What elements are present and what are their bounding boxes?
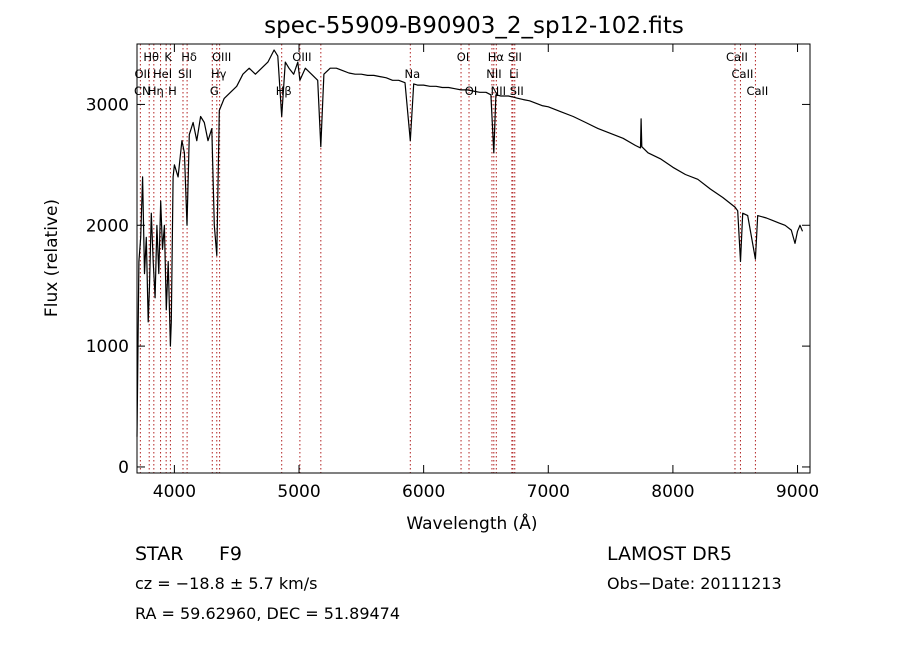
line-label-3: OII xyxy=(134,67,150,81)
x-tick-label-4: 8000 xyxy=(651,482,694,502)
y-tick-label-2: 2000 xyxy=(86,216,129,236)
coordinates: RA = 59.62960, DEC = 51.89474 xyxy=(135,604,400,623)
line-label-20: SII xyxy=(508,50,522,64)
y-axis-label: Flux (relative) xyxy=(42,199,62,317)
line-label-22: SII xyxy=(510,84,524,98)
x-tick-label-5: 9000 xyxy=(776,482,819,502)
x-tick-label-3: 7000 xyxy=(527,482,570,502)
x-axis-label: Wavelength (Å) xyxy=(406,512,537,534)
y-tick-label-3: 3000 xyxy=(86,95,129,115)
spectrum-series xyxy=(136,49,804,437)
line-label-14: Na xyxy=(404,67,420,81)
line-label-5: SII xyxy=(178,67,192,81)
y-tick-label-0: 0 xyxy=(118,458,129,478)
line-label-7: Hη xyxy=(148,84,164,98)
line-label-8: H xyxy=(168,84,177,98)
axis-ticks: 4000 5000 6000 7000 8000 9000 0 1000 2000 3000 xyxy=(86,44,819,502)
x-tick-label-0: 4000 xyxy=(153,482,196,502)
line-label-2: Hδ xyxy=(181,50,197,64)
line-label-10: Hγ xyxy=(211,67,227,81)
y-tick-label-1: 1000 xyxy=(86,337,129,357)
line-label-4: HeI xyxy=(153,67,172,81)
line-label-15: OI xyxy=(457,50,469,64)
redshift-readout: cz = −18.8 ± 5.7 km/s xyxy=(135,574,318,593)
line-label-9: OIII xyxy=(212,50,231,64)
line-label-12: OIII xyxy=(292,50,311,64)
x-tick-label-2: 6000 xyxy=(402,482,445,502)
x-tick-label-1: 5000 xyxy=(277,482,320,502)
line-label-11: G xyxy=(210,84,219,98)
line-label-21: Li xyxy=(509,67,519,81)
marker-lines xyxy=(139,44,756,473)
line-label-19: NII xyxy=(491,84,506,98)
line-label-25: CaII xyxy=(746,84,768,98)
line-label-18: NII xyxy=(486,67,501,81)
plot-frame xyxy=(136,43,811,474)
spectrum-line-0 xyxy=(136,49,804,437)
obs-date: Obs−Date: 20111213 xyxy=(607,574,782,593)
chart-title: spec-55909-B90903_2_sp12-102.fits xyxy=(264,13,684,39)
line-label-0: Hθ xyxy=(143,50,159,64)
line-label-23: CaII xyxy=(726,50,748,64)
line-label-6: CN xyxy=(134,84,151,98)
survey-name: LAMOST DR5 xyxy=(607,543,732,565)
object-class: STAR xyxy=(135,543,183,565)
object-subclass: F9 xyxy=(219,543,242,565)
line-label-17: Hα xyxy=(488,50,505,64)
line-label-1: K xyxy=(164,50,172,64)
line-label-24: CaII xyxy=(732,67,754,81)
